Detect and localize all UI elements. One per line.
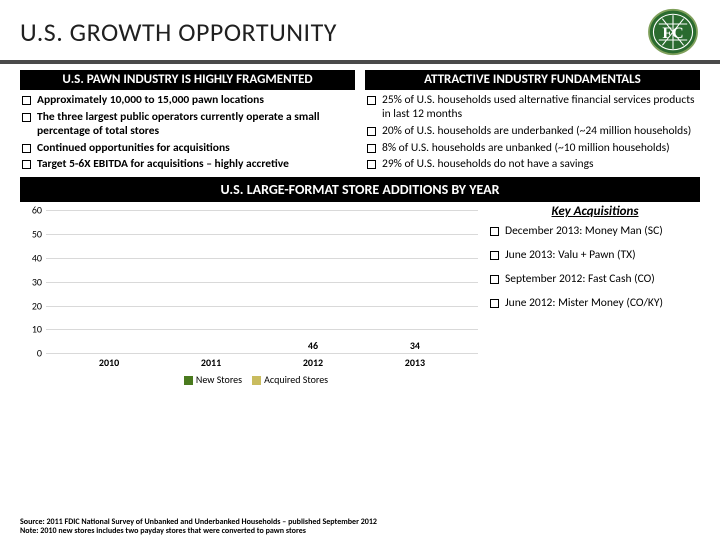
list-item: December 2013: Money Man (SC): [490, 225, 700, 239]
bullet-icon: [22, 160, 31, 169]
bullet-icon: [490, 299, 499, 308]
bullet-icon: [490, 275, 499, 284]
acquisitions-title: Key Acquisitions: [490, 204, 700, 219]
bullet-icon: [22, 144, 31, 153]
right-header: ATTRACTIVE INDUSTRY FUNDAMENTALS: [365, 70, 700, 90]
list-item: 29% of U.S. households do not have a sav…: [367, 158, 698, 172]
bullet-text: The three largest public operators curre…: [37, 111, 353, 139]
right-bullets: 25% of U.S. households used alternative …: [365, 90, 700, 172]
svg-text:FC: FC: [662, 25, 683, 42]
bullet-text: December 2013: Money Man (SC): [505, 225, 663, 239]
left-column: U.S. PAWN INDUSTRY IS HIGHLY FRAGMENTED …: [20, 70, 355, 175]
list-item: 8% of U.S. households are unbanked (~10 …: [367, 142, 698, 156]
page-title: U.S. GROWTH OPPORTUNITY: [20, 16, 337, 48]
list-item: 20% of U.S. households are underbanked (…: [367, 125, 698, 139]
bullet-text: 25% of U.S. households used alternative …: [382, 94, 698, 122]
bullet-icon: [22, 96, 31, 105]
bullet-text: 29% of U.S. households do not have a sav…: [382, 158, 594, 172]
footnote-line: Note: 2010 new stores includes two payda…: [20, 527, 700, 536]
chart-legend: New StoresAcquired Stores: [20, 373, 482, 386]
bullet-text: June 2013: Valu + Pawn (TX): [505, 249, 636, 263]
bullet-text: Approximately 10,000 to 15,000 pawn loca…: [37, 94, 264, 108]
bullet-icon: [367, 127, 376, 136]
list-item: September 2012: Fast Cash (CO): [490, 273, 700, 287]
list-item: Approximately 10,000 to 15,000 pawn loca…: [22, 94, 353, 108]
bullet-text: 20% of U.S. households are underbanked (…: [382, 125, 691, 139]
bar-chart: 0102030405060862010101120116462012934201…: [20, 204, 482, 394]
title-bar: U.S. GROWTH OPPORTUNITY FC: [0, 0, 720, 64]
bullet-icon: [490, 251, 499, 260]
bullet-text: June 2012: Mister Money (CO/KY): [505, 297, 663, 311]
list-item: Continued opportunities for acquisitions: [22, 142, 353, 156]
company-logo: FC: [646, 8, 700, 56]
bullet-text: Continued opportunities for acquisitions: [37, 142, 230, 156]
bullet-text: 8% of U.S. households are unbanked (~10 …: [382, 142, 670, 156]
bullet-icon: [367, 160, 376, 169]
list-item: Target 5-6X EBITDA for acquisitions – hi…: [22, 158, 353, 172]
bullet-icon: [490, 227, 499, 236]
plot-area: 0102030405060862010101120116462012934201…: [46, 210, 478, 354]
list-item: 25% of U.S. households used alternative …: [367, 94, 698, 122]
list-item: June 2012: Mister Money (CO/KY): [490, 297, 700, 311]
footnotes: Source: 2011 FDIC National Survey of Unb…: [20, 518, 700, 536]
list-item: The three largest public operators curre…: [22, 111, 353, 139]
bullet-text: Target 5-6X EBITDA for acquisitions – hi…: [37, 158, 289, 172]
lower-section: 0102030405060862010101120116462012934201…: [0, 202, 720, 394]
right-column: ATTRACTIVE INDUSTRY FUNDAMENTALS 25% of …: [365, 70, 700, 175]
acquisitions-panel: Key Acquisitions December 2013: Money Ma…: [490, 204, 700, 394]
left-header: U.S. PAWN INDUSTRY IS HIGHLY FRAGMENTED: [20, 70, 355, 90]
bullet-icon: [367, 144, 376, 153]
chart-header: U.S. LARGE-FORMAT STORE ADDITIONS BY YEA…: [20, 177, 700, 202]
bullet-text: September 2012: Fast Cash (CO): [505, 273, 655, 287]
bullet-icon: [367, 96, 376, 105]
left-bullets: Approximately 10,000 to 15,000 pawn loca…: [20, 90, 355, 172]
bullet-icon: [22, 113, 31, 122]
list-item: June 2013: Valu + Pawn (TX): [490, 249, 700, 263]
two-columns: U.S. PAWN INDUSTRY IS HIGHLY FRAGMENTED …: [0, 64, 720, 175]
